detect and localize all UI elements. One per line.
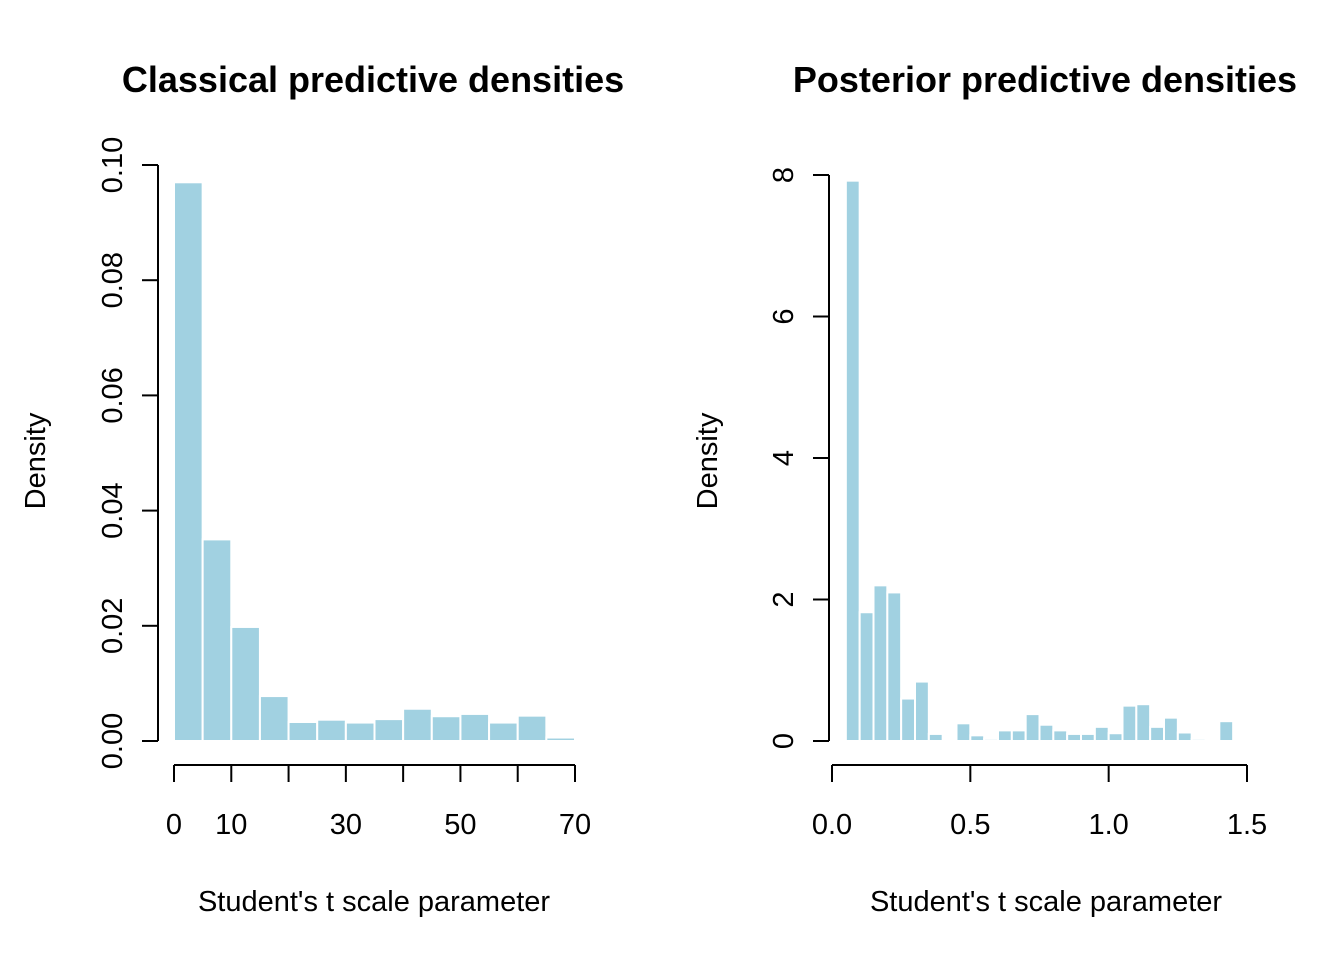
y-axis-label: Density xyxy=(20,412,52,509)
histogram-bar xyxy=(900,697,917,742)
histogram-bar xyxy=(1038,723,1055,742)
histogram-bar xyxy=(230,625,261,743)
x-tick-label: 1.5 xyxy=(1227,809,1267,841)
y-tick-label: 0.02 xyxy=(97,598,129,654)
y-tick-label: 0.08 xyxy=(97,252,129,308)
x-tick-label: 0 xyxy=(166,809,182,841)
histogram-bar xyxy=(872,584,889,742)
y-tick-label: 0.04 xyxy=(97,482,129,538)
x-tick-label: 1.0 xyxy=(1089,809,1129,841)
x-tick-label: 0.0 xyxy=(812,809,852,841)
histogram-bar xyxy=(1176,731,1193,743)
histogram-bar xyxy=(1149,725,1165,742)
histogram-bar xyxy=(545,736,576,743)
histogram-bar xyxy=(844,179,861,743)
histogram-bar xyxy=(1066,732,1082,742)
x-tick-label: 0.5 xyxy=(950,809,990,841)
histogram-bar xyxy=(459,712,491,742)
x-axis-label: Student's t scale parameter xyxy=(870,886,1222,918)
chart-title: Posterior predictive densities xyxy=(793,59,1297,100)
histogram-bar xyxy=(1093,725,1110,742)
x-axis-label: Student's t scale parameter xyxy=(198,886,550,918)
y-axis-label: Density xyxy=(692,412,724,509)
histogram-bar xyxy=(258,695,290,743)
x-tick-label: 10 xyxy=(215,809,247,841)
histogram-bar xyxy=(1218,720,1235,743)
histogram-bar xyxy=(1052,729,1069,743)
histogram-bar xyxy=(886,591,903,742)
histogram-bar xyxy=(316,718,347,742)
histogram-bar xyxy=(1010,729,1027,743)
histogram-bar xyxy=(373,718,405,742)
histogram-bar xyxy=(1024,713,1041,742)
histogram-bar xyxy=(1190,737,1207,743)
histogram-bar xyxy=(287,720,319,743)
histogram-bar xyxy=(914,680,930,743)
x-tick-label: 30 xyxy=(330,809,362,841)
histogram-bar xyxy=(858,611,875,742)
y-tick-label: 0.10 xyxy=(97,137,129,193)
y-tick-label: 2 xyxy=(768,591,800,607)
histogram-bar xyxy=(1163,716,1179,743)
y-tick-label: 0.00 xyxy=(97,713,129,769)
y-tick-label: 8 xyxy=(768,167,800,183)
histogram-bar xyxy=(488,721,519,742)
histogram-bar xyxy=(1080,732,1096,742)
histogram-bar xyxy=(516,714,548,743)
histogram-bar xyxy=(955,722,972,742)
histogram-bar xyxy=(173,181,204,742)
chart-title: Classical predictive densities xyxy=(122,59,624,100)
histogram-bar xyxy=(1135,703,1152,743)
classical-panel: 0.00 0.02 0.04 0.06 0.08 0.10 0 10 30 50 70 Classic… xyxy=(20,59,624,918)
histogram-bar xyxy=(430,715,462,742)
y-tick-label: 6 xyxy=(768,308,800,324)
histogram-bar xyxy=(927,732,944,742)
histogram-bar xyxy=(402,707,433,743)
x-tick-label: 50 xyxy=(444,809,476,841)
histogram-bar xyxy=(344,721,376,742)
posterior-panel: 0 2 4 6 8 0.0 0.5 1.0 1.5 Posterior predictive de… xyxy=(692,59,1297,918)
y-tick-label: 0.06 xyxy=(97,367,129,423)
x-tick-label: 70 xyxy=(559,809,591,841)
histogram-bar xyxy=(1121,704,1138,742)
histogram-bar xyxy=(1107,732,1124,743)
y-tick-label: 0 xyxy=(768,733,800,749)
histogram-bar xyxy=(983,737,1000,743)
histogram-bar xyxy=(201,538,233,743)
histogram-bar xyxy=(969,734,986,743)
y-tick-label: 4 xyxy=(768,450,800,466)
histogram-bar xyxy=(997,729,1013,743)
